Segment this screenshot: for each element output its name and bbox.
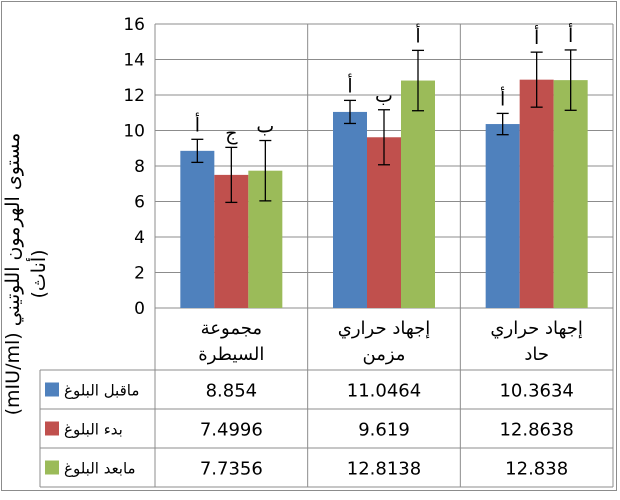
data-table-value: 7.4996 bbox=[200, 420, 263, 441]
bar bbox=[519, 79, 554, 309]
legend-key bbox=[45, 460, 59, 475]
legend-series-name: بدء البلوغ bbox=[64, 421, 123, 439]
legend-key bbox=[45, 382, 59, 397]
data-table-value: 7.7356 bbox=[200, 459, 263, 480]
data-table-value: 9.619 bbox=[358, 420, 410, 441]
bar bbox=[485, 124, 520, 308]
y-tick-label: 10 bbox=[123, 122, 145, 142]
bar bbox=[401, 80, 435, 308]
y-axis-label: مستوى الهرمون اللوتيني (mIU/ml) (أناث) bbox=[0, 109, 60, 439]
bar bbox=[553, 80, 588, 308]
y-tick-label: 8 bbox=[134, 157, 145, 177]
significance-letter: ب bbox=[375, 85, 393, 107]
category-label: إجهاد حراري bbox=[490, 318, 583, 339]
significance-letter: أ bbox=[347, 73, 352, 97]
y-tick-label: 2 bbox=[134, 264, 145, 284]
y-axis-label-line2: (أناث) bbox=[28, 249, 50, 299]
category-label: السيطرة bbox=[198, 344, 264, 365]
data-table-value: 8.854 bbox=[206, 381, 258, 402]
significance-letter: أ bbox=[568, 23, 573, 47]
legend-key bbox=[45, 421, 59, 436]
data-table-value: 12.8138 bbox=[347, 459, 421, 480]
category-label: مجموعة bbox=[201, 318, 262, 339]
significance-letter: أ bbox=[415, 23, 420, 47]
significance-letter: ج bbox=[225, 122, 238, 144]
y-tick-label: 14 bbox=[123, 51, 145, 71]
data-table-value: 11.0464 bbox=[347, 381, 421, 402]
data-table-value: 12.8638 bbox=[499, 420, 573, 441]
data-table-value: 12.838 bbox=[505, 459, 568, 480]
y-axis-label-line1: مستوى الهرمون اللوتيني (mIU/ml) bbox=[2, 132, 24, 416]
significance-letter: أ bbox=[195, 112, 200, 136]
y-tick-label: 16 bbox=[123, 15, 145, 35]
bar bbox=[180, 150, 215, 308]
significance-letter: أ bbox=[534, 25, 539, 49]
significance-letter: أ bbox=[500, 86, 505, 110]
legend-series-name: ماقبل البلوغ bbox=[64, 382, 139, 400]
category-label: إجهاد حراري bbox=[338, 318, 431, 339]
category-label: مزمن bbox=[363, 344, 406, 365]
data-table-value: 10.3634 bbox=[499, 381, 573, 402]
legend-series-name: مابعد البلوغ bbox=[64, 460, 136, 478]
y-tick-label: 12 bbox=[123, 86, 145, 106]
y-tick-label: 0 bbox=[134, 299, 145, 319]
y-tick-label: 6 bbox=[134, 193, 145, 213]
y-tick-label: 4 bbox=[134, 228, 145, 248]
category-label: حاد bbox=[524, 344, 549, 365]
bar bbox=[333, 111, 367, 309]
bar bbox=[367, 137, 401, 308]
chart-frame bbox=[1, 1, 617, 491]
significance-letter: ب bbox=[256, 116, 274, 138]
